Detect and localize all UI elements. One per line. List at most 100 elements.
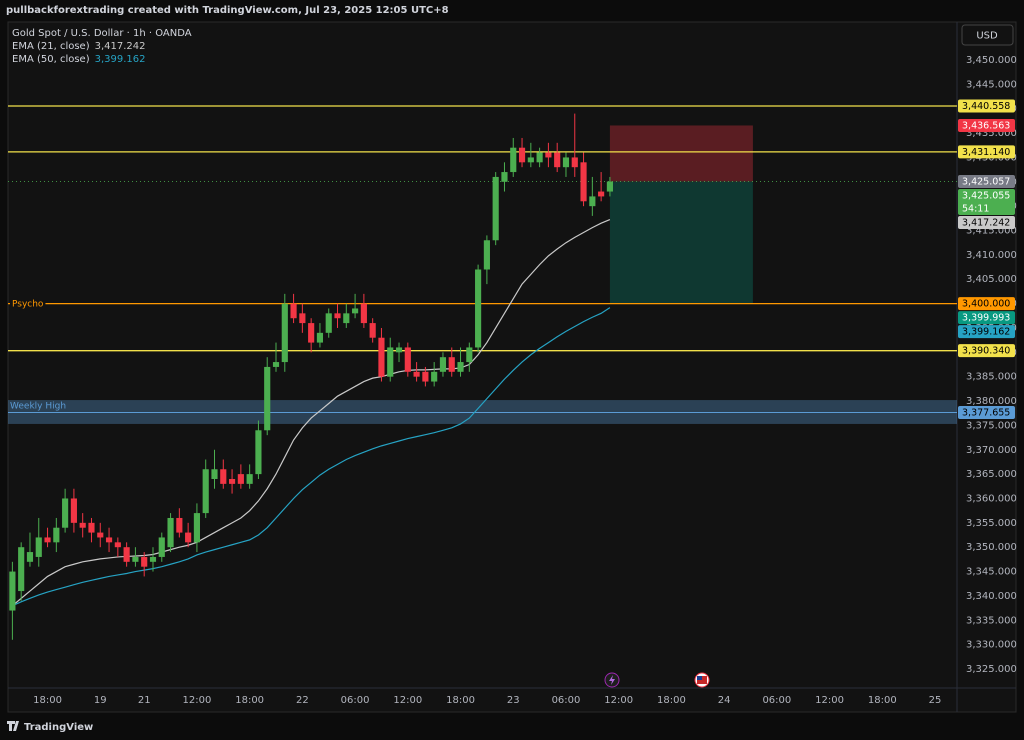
y-tick-label: 3,330.000 — [966, 640, 1017, 651]
candle-body — [404, 347, 411, 372]
candle-body — [475, 269, 482, 348]
price-tag-label: 3,425.057 — [962, 177, 1010, 188]
y-tick-label: 3,340.000 — [966, 591, 1017, 602]
legend-value: 3,399.162 — [95, 54, 146, 65]
x-tick-label: 18:00 — [657, 695, 686, 706]
candle-body — [264, 366, 271, 431]
price-tag-label: 3,440.558 — [962, 101, 1010, 112]
candle-body — [44, 537, 51, 543]
candle-body — [97, 532, 104, 538]
candle-body — [149, 556, 157, 562]
y-tick-label: 3,435.000 — [966, 128, 1017, 139]
price-tag-label: 3,425.055 — [962, 191, 1010, 202]
price-tags: 3,440.558 3,436.563 3,431.140 3,425.057 3,42… — [958, 99, 1015, 419]
candle-body — [299, 313, 306, 324]
candle-body — [536, 152, 543, 163]
candle-body — [325, 313, 332, 333]
header-caption: pullbackforextrading created with Tradin… — [6, 5, 449, 16]
candle-body — [518, 147, 526, 163]
y-tick-label: 3,450.000 — [966, 55, 1017, 66]
candle-body — [176, 517, 183, 533]
chart-panel — [7, 21, 1017, 713]
x-tick-label: 18:00 — [33, 695, 62, 706]
y-tick-label: 3,405.000 — [966, 274, 1017, 285]
price-tag-label: 3,390.340 — [962, 346, 1010, 357]
price-tag-label: 3,431.140 — [962, 147, 1010, 158]
level-name-bg — [10, 298, 46, 309]
y-tick-label: 3,355.000 — [966, 518, 1017, 529]
symbol-title: Gold Spot / U.S. Dollar · 1h · OANDA — [12, 28, 192, 39]
price-tag — [958, 311, 1015, 325]
candle-body — [167, 517, 174, 548]
candle-body — [272, 362, 280, 367]
candle-body — [589, 196, 596, 207]
price-tag — [958, 325, 1015, 339]
x-tick-label: 12:00 — [815, 695, 844, 706]
candle-body — [220, 469, 227, 484]
x-tick-label: 19 — [94, 695, 107, 706]
stop-area — [609, 125, 753, 182]
price-tag — [958, 118, 1015, 132]
candle-body — [255, 430, 262, 475]
candle-body — [70, 498, 77, 523]
candle-body — [395, 347, 403, 353]
candle-body — [79, 522, 86, 528]
x-tick-label: 21 — [138, 695, 151, 706]
candle-body — [18, 547, 25, 592]
candle-body — [431, 371, 438, 382]
candle-body — [483, 240, 490, 270]
candle-body — [598, 191, 605, 197]
price-tag — [958, 297, 1015, 311]
candle-body — [246, 474, 253, 484]
candle-body — [228, 478, 236, 484]
candle-body — [281, 303, 288, 363]
price-tag-label: 3,377.655 — [962, 407, 1010, 418]
plot-back: Weekly High Psycho — [8, 105, 957, 424]
price-tag-label: 3,399.993 — [962, 313, 1010, 324]
candle-body — [141, 556, 148, 567]
x-tick-label: 12:00 — [183, 695, 212, 706]
currency-label[interactable]: USD — [976, 31, 998, 42]
candle-body — [53, 527, 60, 543]
candle-body — [457, 362, 464, 372]
y-tick-label: 3,415.000 — [966, 226, 1017, 237]
candle-body — [334, 313, 341, 319]
candle-body — [501, 172, 508, 182]
zone-name: Weekly High — [10, 402, 66, 412]
legend-name: EMA (21, close) — [12, 41, 90, 52]
candle-body — [211, 469, 218, 479]
target-area — [609, 181, 753, 304]
candle-body — [105, 537, 113, 543]
candle-body — [439, 357, 447, 372]
legend-name: EMA (50, close) — [12, 54, 90, 65]
candle-body — [527, 157, 534, 163]
legend-value: 3,417.242 — [95, 41, 146, 52]
x-tick-label: 22 — [296, 695, 309, 706]
price-tag — [958, 189, 1015, 216]
candle-body — [466, 347, 473, 363]
y-tick-label: 3,380.000 — [966, 396, 1017, 407]
currency-button[interactable] — [961, 24, 1014, 46]
candle-body — [202, 469, 209, 514]
legend: Gold Spot / U.S. Dollar · 1h · OANDA EMA… — [12, 28, 192, 65]
y-tick-label: 3,360.000 — [966, 493, 1017, 504]
candle-body — [35, 537, 42, 557]
x-tick-label: 25 — [929, 695, 942, 706]
price-tag-label: 54:11 — [962, 204, 989, 215]
level-name: Psycho — [12, 300, 44, 310]
brand-logo — [7, 721, 19, 731]
y-tick-label: 3,335.000 — [966, 615, 1017, 626]
candle-body — [360, 303, 367, 324]
candle-body — [26, 552, 34, 562]
x-tick-label: 06:00 — [552, 695, 581, 706]
price-tag — [958, 344, 1015, 358]
candle-body — [510, 147, 517, 173]
plot — [9, 113, 613, 640]
candle-body — [290, 303, 297, 319]
ema-line — [12, 219, 611, 607]
candle-body — [554, 152, 561, 168]
y-tick-label: 3,445.000 — [966, 79, 1017, 90]
candle-body — [193, 513, 200, 543]
x-tick-label: 06:00 — [341, 695, 370, 706]
